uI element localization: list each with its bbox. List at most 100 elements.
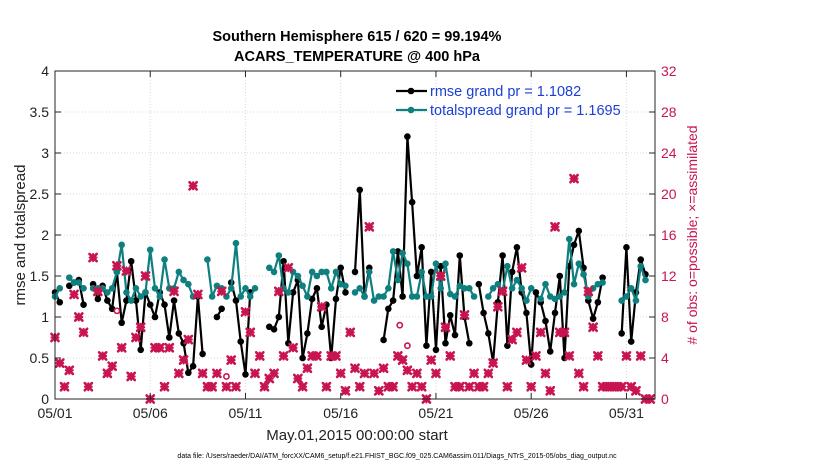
- point-rmse: [637, 256, 645, 263]
- point-totalspread: [356, 285, 364, 292]
- point-rmse: [104, 297, 111, 304]
- point-totalspread: [308, 268, 316, 276]
- obs-assimilated-marker: [373, 385, 384, 396]
- point-rmse: [318, 323, 325, 331]
- point-totalspread: [542, 280, 549, 288]
- point-rmse: [570, 241, 578, 249]
- point-totalspread: [451, 293, 459, 300]
- obs-assimilated-marker: [512, 327, 522, 338]
- point-totalspread: [632, 297, 640, 304]
- obs-assimilated-marker: [59, 381, 70, 392]
- point-rmse: [165, 334, 173, 341]
- point-rmse: [137, 346, 145, 354]
- point-rmse: [413, 272, 421, 280]
- obs-assimilated-marker: [278, 351, 289, 361]
- obs-assimilated-marker: [297, 381, 308, 392]
- obs-possible-marker: [396, 321, 404, 329]
- y-right-tick-label: 28: [661, 104, 677, 120]
- obs-possible-marker: [403, 342, 411, 350]
- point-totalspread: [375, 293, 383, 300]
- point-rmse: [213, 313, 221, 321]
- obs-assimilated-marker: [416, 381, 427, 392]
- y-right-tick-label: 16: [661, 227, 677, 243]
- point-rmse: [118, 319, 125, 327]
- obs-assimilated-marker: [112, 260, 122, 271]
- point-totalspread: [304, 293, 311, 300]
- point-rmse: [332, 295, 340, 303]
- obs-assimilated-marker: [621, 351, 632, 361]
- obs-assimilated-marker: [259, 381, 270, 392]
- point-totalspread: [508, 285, 516, 292]
- point-totalspread: [113, 268, 121, 276]
- point-totalspread: [385, 285, 392, 292]
- point-rmse: [399, 293, 406, 300]
- point-rmse: [456, 252, 464, 259]
- obs-assimilated-marker: [207, 381, 218, 392]
- obs-assimilated-marker: [440, 322, 451, 333]
- obs-assimilated-marker: [545, 385, 556, 396]
- point-totalspread: [513, 276, 521, 284]
- obs-assimilated-marker: [245, 327, 256, 338]
- point-rmse: [151, 313, 159, 321]
- obs-assimilated-marker: [426, 355, 437, 365]
- obs-assimilated-marker: [231, 381, 241, 392]
- obs-assimilated-marker: [631, 385, 641, 396]
- obs-assimilated-marker: [164, 342, 175, 353]
- point-totalspread: [132, 285, 140, 292]
- point-totalspread: [442, 260, 449, 268]
- obs-assimilated-marker: [569, 173, 579, 184]
- point-rmse: [275, 313, 283, 321]
- obs-assimilated-marker: [116, 342, 127, 353]
- point-totalspread: [523, 297, 530, 304]
- obs-assimilated-marker: [431, 368, 441, 379]
- point-totalspread: [161, 256, 168, 263]
- obs-assimilated-marker: [588, 322, 598, 333]
- point-totalspread: [327, 285, 335, 292]
- obs-assimilated-marker: [331, 351, 341, 361]
- point-totalspread: [370, 297, 378, 304]
- point-rmse: [480, 309, 487, 317]
- point-totalspread: [485, 293, 492, 300]
- point-rmse: [218, 305, 225, 313]
- point-rmse: [594, 298, 602, 306]
- point-rmse: [627, 338, 635, 345]
- point-rmse: [170, 297, 178, 304]
- chart-title: Southern Hemisphere 615 / 620 = 99.194%: [213, 29, 502, 45]
- obs-assimilated-marker: [388, 381, 398, 392]
- point-rmse: [127, 257, 135, 265]
- point-rmse: [427, 268, 435, 276]
- obs-assimilated-marker: [407, 381, 418, 392]
- x-tick-label: 05/01: [37, 405, 72, 421]
- obs-assimilated-marker: [83, 381, 94, 392]
- point-totalspread: [208, 293, 216, 300]
- obs-assimilated-marker: [564, 351, 575, 361]
- obs-assimilated-marker: [464, 381, 475, 392]
- point-totalspread: [556, 293, 564, 300]
- point-totalspread: [380, 293, 387, 300]
- point-rmse: [408, 198, 416, 206]
- x-tick-label: 05/11: [228, 405, 262, 421]
- obs-assimilated-marker: [254, 351, 265, 361]
- obs-possible-marker: [223, 373, 230, 380]
- point-rmse: [189, 362, 197, 370]
- point-rmse: [56, 298, 64, 306]
- point-totalspread: [151, 285, 159, 292]
- point-rmse: [299, 354, 306, 362]
- obs-assimilated-marker: [635, 351, 646, 361]
- obs-assimilated-marker: [359, 368, 370, 379]
- obs-assimilated-marker: [154, 342, 165, 353]
- point-totalspread: [351, 289, 359, 296]
- obs-assimilated-marker: [535, 327, 546, 338]
- obs-assimilated-marker: [478, 381, 489, 392]
- point-rmse: [599, 274, 606, 281]
- obs-assimilated-marker: [102, 368, 113, 379]
- point-totalspread: [408, 293, 416, 300]
- point-totalspread: [294, 272, 302, 280]
- y-tick-label: 3.5: [30, 104, 50, 120]
- obs-assimilated-marker: [131, 332, 141, 343]
- obs-assimilated-marker: [526, 381, 537, 392]
- point-totalspread: [156, 293, 164, 300]
- obs-assimilated-marker: [340, 385, 351, 396]
- point-totalspread: [623, 293, 630, 300]
- point-rmse: [380, 336, 387, 344]
